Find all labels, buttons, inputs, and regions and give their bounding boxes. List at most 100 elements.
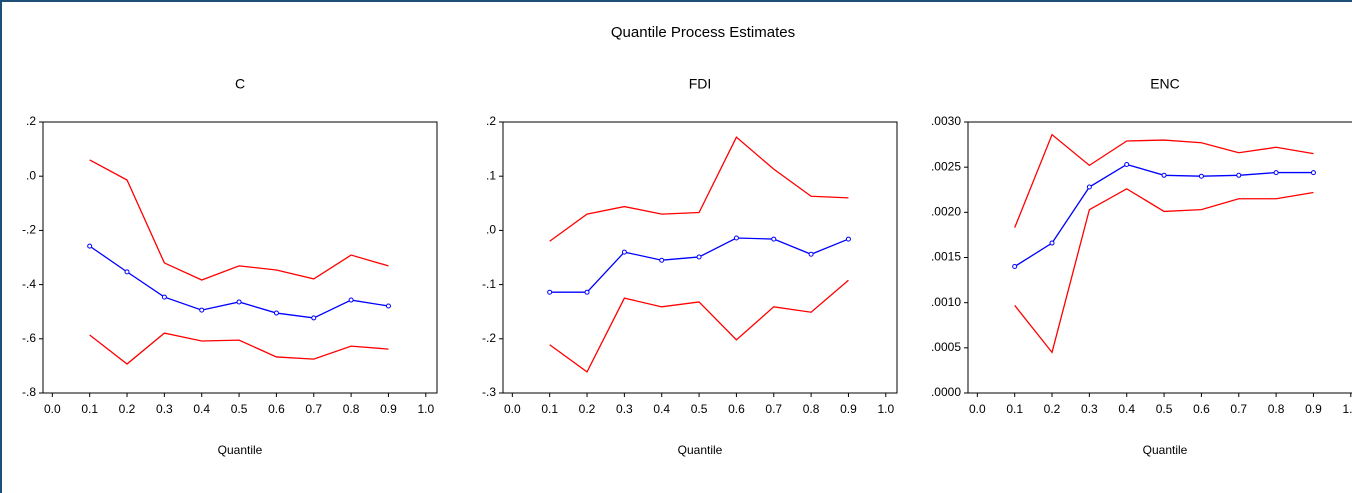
x-tick-label: 0.1 [541, 402, 558, 416]
x-tick-label: 0.2 [1044, 402, 1061, 416]
point-marker [1124, 161, 1130, 167]
series-line [89, 332, 389, 365]
point-marker [808, 251, 814, 257]
x-tick-label: 0.1 [81, 402, 98, 416]
series-line [1014, 133, 1314, 228]
panel-title: FDI [689, 76, 712, 92]
x-tick-label: 0.8 [343, 402, 360, 416]
x-tick-label: 0.0 [504, 402, 521, 416]
point-marker [1273, 170, 1279, 176]
y-tick-label: .0010 [931, 295, 961, 309]
x-tick-label: 0.2 [579, 402, 596, 416]
x-tick-label: 0.9 [840, 402, 857, 416]
point-marker [771, 236, 777, 242]
y-tick-label: .0025 [931, 159, 961, 173]
point-marker [199, 307, 205, 313]
point-marker [1310, 170, 1316, 176]
y-tick-label: .2 [26, 114, 36, 128]
x-tick-label: 0.9 [380, 402, 397, 416]
y-tick-label: -.1 [482, 277, 496, 291]
x-tick-label: 0.3 [616, 402, 633, 416]
x-tick-label: 0.4 [653, 402, 670, 416]
x-tick-label: 0.1 [1006, 402, 1023, 416]
y-tick-label: -.8 [22, 385, 36, 399]
point-marker [1049, 240, 1055, 246]
x-tick-label: 0.4 [193, 402, 210, 416]
plot-frame [967, 121, 1352, 394]
y-tick-label: .0015 [931, 250, 961, 264]
x-tick-label: 0.2 [119, 402, 136, 416]
point-marker [1012, 264, 1018, 270]
point-marker [273, 310, 279, 316]
point-marker [385, 303, 391, 309]
x-tick-label: 0.0 [44, 402, 61, 416]
y-tick-label: .0 [26, 168, 36, 182]
y-tick-label: .1 [486, 168, 496, 182]
x-tick-label: 0.8 [803, 402, 820, 416]
x-tick-label: 0.6 [1193, 402, 1210, 416]
x-axis-label: Quantile [1143, 443, 1188, 457]
x-tick-label: 0.6 [728, 402, 745, 416]
point-marker [1086, 184, 1092, 190]
plot-frame [502, 121, 898, 394]
x-tick-label: 0.0 [969, 402, 986, 416]
point-marker [547, 289, 553, 295]
x-tick-label: 1.0 [417, 402, 434, 416]
point-marker [124, 269, 130, 275]
x-tick-label: 0.6 [268, 402, 285, 416]
panel-title: ENC [1150, 76, 1180, 92]
x-tick-label: 0.3 [1081, 402, 1098, 416]
point-marker [87, 243, 93, 249]
plot-frame [42, 121, 438, 394]
y-tick-label: .0005 [931, 340, 961, 354]
point-marker [845, 236, 851, 242]
y-tick-label: .0020 [931, 205, 961, 219]
x-tick-label: 0.4 [1118, 402, 1135, 416]
x-tick-label: 0.5 [691, 402, 708, 416]
point-marker [659, 257, 665, 263]
point-marker [311, 315, 317, 321]
series-line [1014, 163, 1314, 268]
point-marker [1236, 172, 1242, 178]
x-tick-label: 0.7 [305, 402, 322, 416]
y-tick-label: -.3 [482, 385, 496, 399]
series-line [1014, 188, 1314, 354]
point-marker [1161, 172, 1167, 178]
x-tick-label: 0.7 [765, 402, 782, 416]
x-tick-label: 0.8 [1268, 402, 1285, 416]
series-line [549, 237, 849, 293]
x-tick-label: 0.5 [231, 402, 248, 416]
y-tick-label: -.4 [22, 277, 36, 291]
y-tick-label: .2 [486, 114, 496, 128]
x-tick-label: 1.0 [877, 402, 894, 416]
point-marker [696, 254, 702, 260]
point-marker [733, 235, 739, 241]
series-line [549, 136, 849, 242]
x-axis-label: Quantile [678, 443, 723, 457]
y-tick-label: .0030 [931, 114, 961, 128]
x-tick-label: 0.3 [156, 402, 173, 416]
y-tick-label: .0 [486, 223, 496, 237]
point-marker [621, 249, 627, 255]
page-title: Quantile Process Estimates [611, 24, 795, 41]
point-marker [348, 297, 354, 303]
y-tick-label: -.2 [22, 223, 36, 237]
series-line [89, 159, 389, 281]
x-axis-label: Quantile [218, 443, 263, 457]
y-tick-label: -.2 [482, 331, 496, 345]
x-tick-label: 0.9 [1305, 402, 1322, 416]
panel-title: C [235, 76, 245, 92]
point-marker [236, 299, 242, 305]
series-line [89, 245, 389, 319]
point-marker [584, 289, 590, 295]
x-tick-label: 0.5 [1156, 402, 1173, 416]
x-tick-label: 0.7 [1230, 402, 1247, 416]
y-tick-label: .0000 [931, 385, 961, 399]
y-tick-label: -.6 [22, 331, 36, 345]
point-marker [1198, 173, 1204, 179]
x-tick-label: 1.0 [1342, 402, 1352, 416]
series-line [549, 279, 849, 373]
point-marker [161, 294, 167, 300]
